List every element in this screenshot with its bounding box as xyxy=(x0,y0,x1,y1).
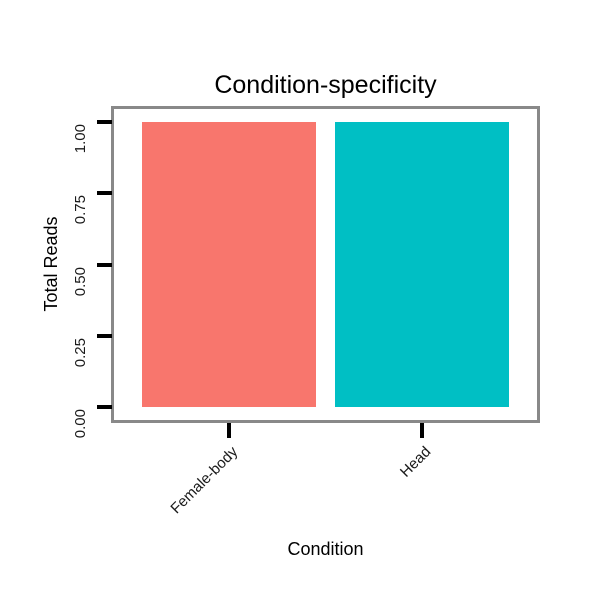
x-axis-title: Condition xyxy=(287,539,364,559)
bar-female-body xyxy=(142,122,316,407)
y-tick-mark xyxy=(97,262,112,267)
y-tick-mark xyxy=(97,333,112,338)
x-tick-label-female-body: Female-body xyxy=(167,443,242,518)
y-tick-label: 0.50 xyxy=(72,266,89,296)
chart-title: Condition-specificity xyxy=(214,71,437,99)
y-tick-mark xyxy=(97,191,112,196)
y-tick-label: 1.00 xyxy=(72,124,89,154)
y-tick-label: 0.25 xyxy=(72,337,89,367)
x-tick-mark xyxy=(420,423,425,438)
y-tick-mark xyxy=(97,404,112,409)
x-tick-mark xyxy=(226,423,231,438)
bar-head xyxy=(335,122,510,407)
y-tick-label: 0.00 xyxy=(72,408,89,438)
y-axis-title: Total Reads xyxy=(41,216,61,312)
y-tick-label: 0.75 xyxy=(72,195,89,225)
y-tick-mark xyxy=(97,120,112,125)
x-tick-label-head: Head xyxy=(397,443,435,481)
